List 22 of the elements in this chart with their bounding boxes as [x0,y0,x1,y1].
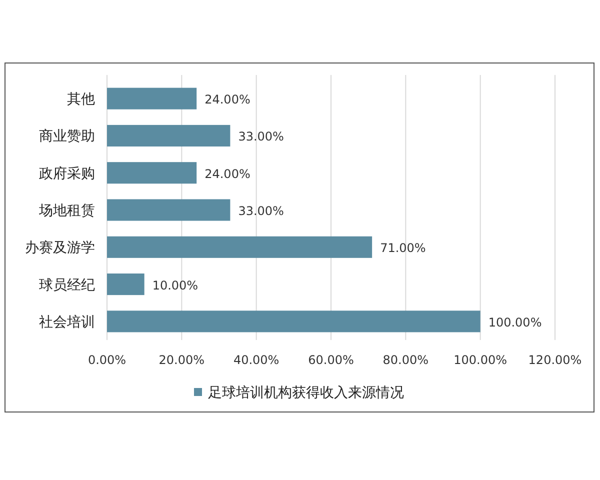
ytick: 政府采购 [39,166,95,182]
xtick: 80.00% [382,353,429,367]
data-label: 33.00% [238,204,284,218]
ytick: 其他 [67,92,95,108]
data-label: 10.00% [152,278,198,292]
ytick: 办赛及游学 [25,240,95,256]
legend-label: 足球培训机构获得收入来源情况 [208,385,404,401]
xtick: 0.00% [88,353,126,367]
xtick: 60.00% [308,353,354,367]
data-label: 100.00% [488,315,542,330]
ytick: 场地租赁 [39,203,95,219]
data-label: 24.00% [204,166,250,181]
xtick: 120.00% [528,353,582,367]
data-label: 71.00% [380,241,426,256]
xtick: 100.00% [454,353,508,367]
xtick: 40.00% [233,353,280,367]
data-label: 24.00% [204,92,250,107]
data-label: 33.00% [238,130,284,144]
ytick: 商业赞助 [39,128,95,145]
ytick: 社会培训 [39,314,95,330]
xtick: 20.00% [158,353,205,367]
ytick: 球员经纪 [39,277,95,294]
